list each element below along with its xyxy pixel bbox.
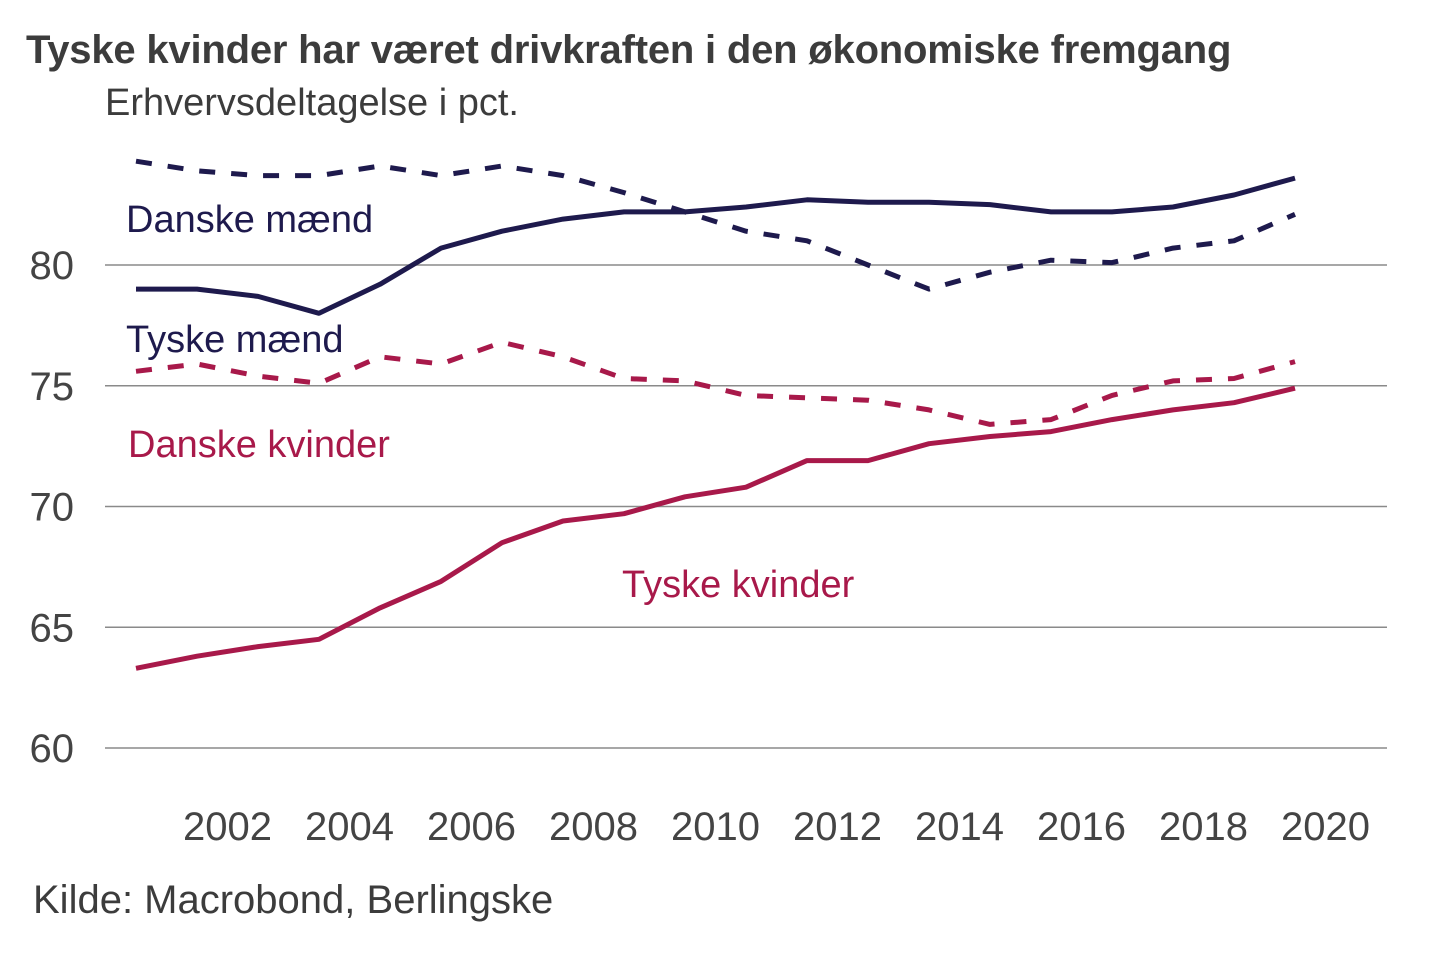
y-tick-label: 70 [30,486,75,530]
x-tick-label: 2004 [305,805,394,849]
y-tick-label: 80 [30,244,75,288]
x-tick-label: 2020 [1281,805,1370,849]
series-line-danske-maend [135,158,1296,292]
chart-title: Tyske kvinder har været drivkraften i de… [26,28,1232,72]
x-axis-ticks: 2002 2004 2006 2008 2010 2012 2014 2016 2018 2020 [183,805,1370,849]
x-tick-label: 2016 [1037,805,1126,849]
series-labels: Danske mænd Tyske mænd Danske kvinder Ty… [126,199,855,606]
x-tick-label: 2018 [1159,805,1248,849]
x-tick-label: 2014 [915,805,1004,849]
series-label-tyske-kvinder: Tyske kvinder [622,564,855,606]
x-tick-label: 2012 [793,805,882,849]
gridlines [105,264,1387,749]
series-line-tyske-maend [136,175,1296,316]
y-tick-label: 65 [30,606,75,650]
x-tick-label: 2010 [671,805,760,849]
series-line-tyske-kvinder [135,385,1296,671]
series-lines [135,158,1296,671]
x-tick-label: 2002 [183,805,272,849]
y-axis-ticks: 60 65 70 75 80 [30,244,75,771]
series-label-danske-kvinder: Danske kvinder [128,424,390,466]
source-note: Kilde: Macrobond, Berlingske [33,878,554,922]
x-tick-label: 2008 [549,805,638,849]
series-label-danske-maend: Danske mænd [126,199,373,241]
chart-subtitle: Erhvervsdeltagelse i pct. [105,82,519,124]
series-label-tyske-maend: Tyske mænd [126,319,344,361]
y-tick-label: 75 [30,365,75,409]
series-line-danske-kvinder [135,339,1296,427]
y-tick-label: 60 [30,727,75,771]
x-tick-label: 2006 [427,805,516,849]
